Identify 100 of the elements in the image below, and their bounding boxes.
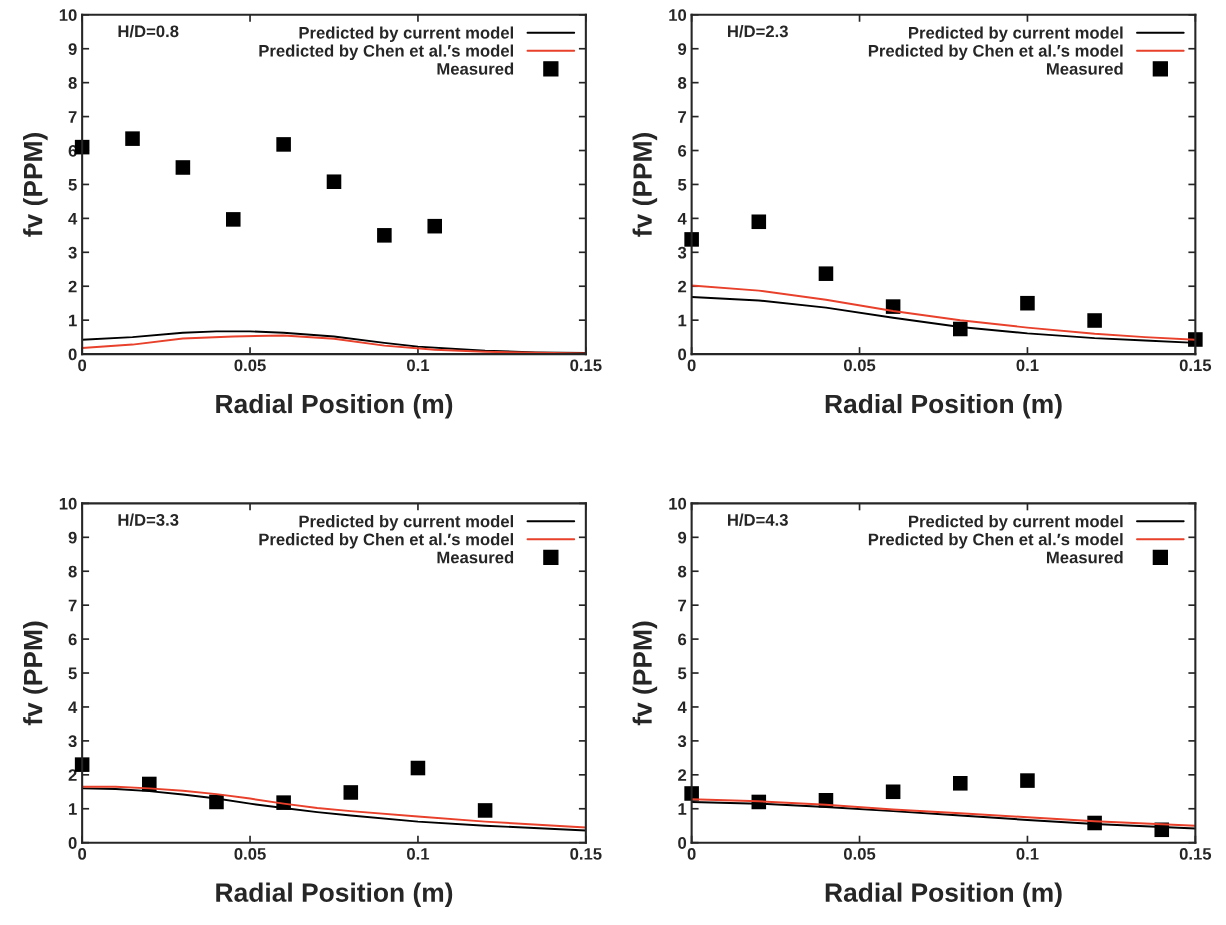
- y-tick-label: 10: [59, 9, 77, 21]
- point: [125, 131, 140, 146]
- point: [377, 228, 392, 243]
- point: [343, 785, 359, 800]
- y-tick-label: 8: [678, 565, 687, 578]
- y-tick-label: 3: [677, 735, 687, 748]
- x-tick-label: 0.1: [407, 359, 430, 372]
- annotation: H/D=4.3: [728, 513, 788, 526]
- y-tick-label: 0: [678, 837, 687, 849]
- legend-label: Predicted by current model: [299, 26, 514, 42]
- legend-label: Predicted by Chen et al.′s model: [868, 44, 1123, 61]
- x-tick-label: 0.05: [843, 847, 876, 860]
- y-tick-label: 2: [68, 280, 77, 293]
- point: [684, 232, 699, 247]
- legend-label: Predicted by Chen et al.′s model: [868, 533, 1123, 549]
- legend-label: Predicted by current model: [909, 515, 1123, 531]
- y-tick-label: 1: [69, 803, 77, 815]
- point: [1020, 295, 1035, 311]
- y-tick-label: 10: [59, 497, 77, 510]
- x-tick-label: 0.05: [234, 847, 266, 860]
- x-tick-label: 0: [78, 847, 87, 860]
- legend-label: Predicted by current model: [299, 515, 514, 531]
- point: [477, 803, 493, 818]
- y-tick-label: 3: [677, 246, 687, 259]
- y-tick-label: 1: [678, 803, 687, 815]
- x-tick-label: 0.1: [1016, 847, 1039, 860]
- y-tick-label: 0: [678, 348, 687, 361]
- y-tick-label: 2: [68, 769, 77, 781]
- y-tick-label: 6: [678, 144, 687, 157]
- legend-label: Measured: [437, 551, 514, 564]
- y-tick-label: 4: [677, 701, 687, 713]
- x-tick-label: 0.15: [1179, 847, 1212, 860]
- y-tick-label: 4: [68, 701, 78, 713]
- y-tick-label: 7: [678, 111, 687, 123]
- point: [276, 137, 291, 152]
- point: [175, 160, 191, 175]
- x-axis-title: Radial Position (m): [216, 882, 453, 908]
- y-tick-label: 7: [68, 599, 77, 612]
- y-tick-label: 0: [68, 348, 77, 361]
- y-tick-label: 8: [68, 565, 77, 578]
- x-tick-label: 0.1: [407, 847, 430, 860]
- x-tick-label: 0.05: [234, 359, 266, 372]
- y-tick-label: 1: [69, 314, 77, 327]
- point: [1087, 313, 1102, 328]
- y-axis-title: fv (PPM): [632, 132, 658, 237]
- y-tick-label: 9: [678, 43, 687, 55]
- legend-label: Predicted by Chen et al.′s model: [259, 533, 514, 549]
- y-tick-label: 10: [669, 9, 687, 21]
- legend-label: Predicted by Chen et al.′s model: [259, 44, 514, 61]
- y-tick-label: 4: [68, 212, 78, 225]
- point: [1020, 773, 1035, 788]
- x-tick-label: 0: [687, 847, 696, 860]
- y-axis-title: fv (PPM): [23, 621, 48, 726]
- x-tick-label: 0: [78, 359, 87, 372]
- y-tick-label: 5: [678, 667, 687, 680]
- point: [410, 760, 426, 776]
- point: [885, 784, 901, 800]
- x-tick-label: 0.05: [843, 359, 876, 372]
- legend-label: Predicted by current model: [909, 26, 1123, 42]
- y-tick-label: 5: [68, 667, 77, 680]
- point: [953, 776, 968, 791]
- annotation: H/D=0.8: [118, 24, 179, 38]
- legend-label: Measured: [1047, 551, 1123, 564]
- y-tick-label: 9: [678, 531, 687, 544]
- x-axis-title: Radial Position (m): [825, 393, 1062, 419]
- y-tick-label: 2: [678, 769, 687, 781]
- y-axis-title: fv (PPM): [23, 132, 48, 237]
- annotation: H/D=2.3: [728, 24, 788, 38]
- x-axis-title: Radial Position (m): [216, 393, 453, 419]
- y-tick-label: 8: [678, 77, 687, 89]
- annotation: H/D=3.3: [118, 513, 179, 526]
- y-tick-label: 4: [677, 212, 687, 225]
- x-tick-label: 0.15: [570, 847, 602, 860]
- legend-label: Measured: [1047, 62, 1123, 75]
- y-tick-label: 2: [678, 280, 687, 293]
- y-tick-label: 10: [669, 497, 687, 510]
- y-tick-label: 3: [68, 246, 77, 259]
- point: [427, 218, 443, 234]
- x-tick-label: 0: [687, 359, 696, 372]
- y-tick-label: 9: [68, 531, 77, 544]
- y-tick-label: 0: [68, 837, 77, 849]
- x-axis-title: Radial Position (m): [825, 882, 1062, 908]
- y-tick-label: 6: [68, 633, 77, 646]
- point: [225, 212, 241, 227]
- y-tick-label: 7: [678, 599, 687, 612]
- y-tick-label: 5: [678, 179, 687, 191]
- point: [751, 214, 767, 230]
- legend-label: Measured: [437, 62, 514, 75]
- x-tick-label: 0.15: [1179, 359, 1212, 372]
- y-tick-label: 1: [678, 314, 687, 327]
- y-axis-title: fv (PPM): [632, 621, 658, 726]
- x-tick-label: 0.1: [1016, 359, 1039, 372]
- y-tick-label: 7: [68, 111, 77, 123]
- y-tick-label: 6: [678, 633, 687, 646]
- y-tick-label: 9: [68, 43, 77, 55]
- y-tick-label: 3: [68, 735, 77, 748]
- x-tick-label: 0.15: [570, 359, 602, 372]
- y-tick-label: 5: [68, 179, 77, 191]
- y-tick-label: 8: [68, 77, 77, 89]
- point: [818, 266, 834, 281]
